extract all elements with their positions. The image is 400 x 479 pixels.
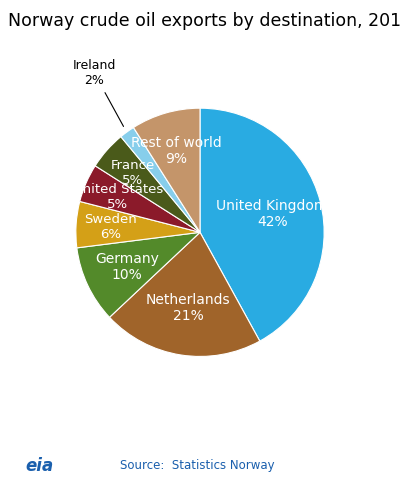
Text: Sweden
6%: Sweden 6% — [84, 213, 137, 241]
Text: Germany
10%: Germany 10% — [95, 251, 159, 282]
Wedge shape — [134, 108, 200, 232]
Text: Netherlands
21%: Netherlands 21% — [146, 293, 230, 323]
Text: United States
5%: United States 5% — [73, 183, 163, 211]
Text: Ireland
2%: Ireland 2% — [73, 59, 124, 126]
Text: France
5%: France 5% — [111, 159, 155, 187]
Wedge shape — [80, 166, 200, 232]
Text: Rest of world
9%: Rest of world 9% — [131, 136, 222, 166]
Wedge shape — [76, 202, 200, 248]
Wedge shape — [110, 232, 260, 356]
Text: United Kingdom
42%: United Kingdom 42% — [216, 199, 328, 229]
Wedge shape — [200, 108, 324, 341]
Text: Norway crude oil exports by destination, 2013: Norway crude oil exports by destination,… — [8, 12, 400, 30]
Text: eia: eia — [26, 456, 54, 475]
Wedge shape — [121, 127, 200, 232]
Wedge shape — [77, 232, 200, 317]
Text: Source:  Statistics Norway: Source: Statistics Norway — [120, 459, 275, 472]
Wedge shape — [95, 137, 200, 232]
